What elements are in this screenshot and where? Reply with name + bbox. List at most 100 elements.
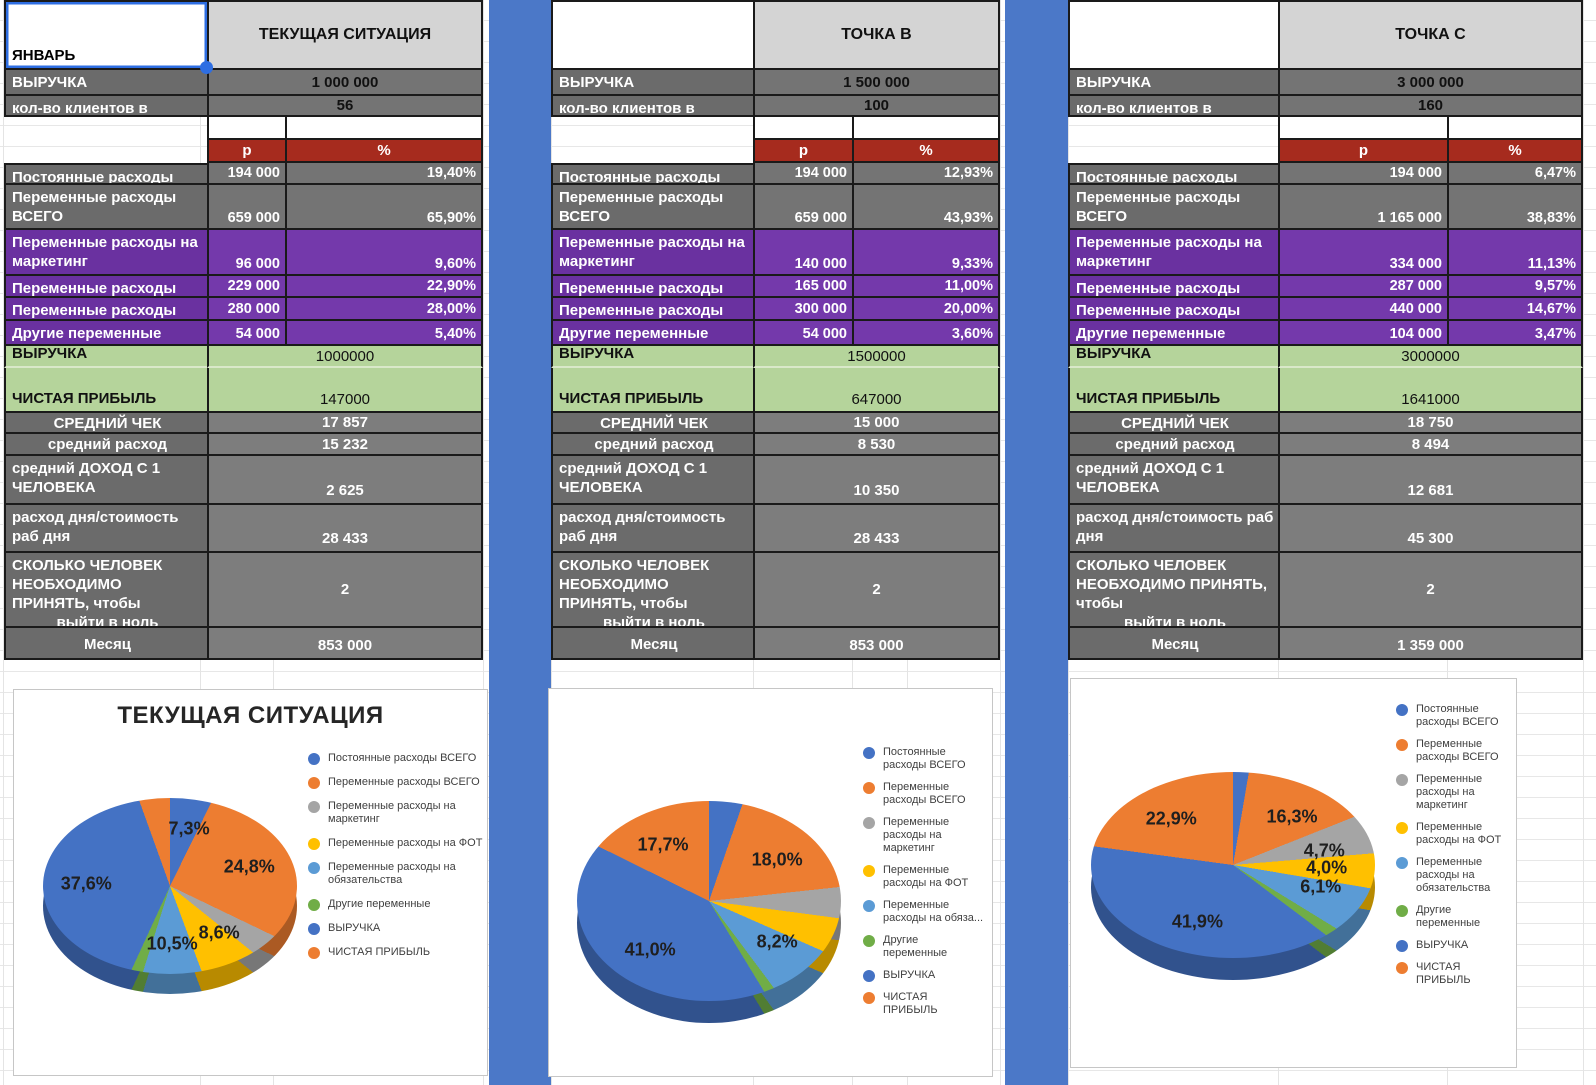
summary-label-cell[interactable]: средний ДОХОД С 1 ЧЕЛОВЕКА xyxy=(551,456,753,505)
expense-pct-cell[interactable]: 20,00% xyxy=(852,298,1000,321)
summary-label-cell[interactable]: Месяц xyxy=(551,628,753,660)
summary-value-cell[interactable]: 2 xyxy=(1278,553,1583,628)
revenue-label-cell[interactable]: ВЫРУЧКА xyxy=(1068,70,1278,96)
summary-label-cell[interactable]: СРЕДНИЙ ЧЕК xyxy=(4,413,207,434)
green-label-cell[interactable]: ЧИСТАЯ ПРИБЫЛЬ xyxy=(551,368,753,413)
empty-cell[interactable] xyxy=(4,140,207,163)
green-value-cell[interactable]: 1641000 xyxy=(1278,368,1583,413)
summary-label-cell[interactable]: СРЕДНИЙ ЧЕК xyxy=(551,413,753,434)
expense-rub-cell[interactable]: 140 000 xyxy=(753,230,852,276)
expense-pct-cell[interactable]: 3,47% xyxy=(1447,321,1583,346)
expense-pct-cell[interactable]: 28,00% xyxy=(285,298,483,321)
summary-label-cell[interactable]: средний расход xyxy=(4,434,207,456)
expense-rub-cell[interactable]: 229 000 xyxy=(207,276,285,298)
expense-pct-cell[interactable]: 22,90% xyxy=(285,276,483,298)
summary-value-cell[interactable]: 15 000 xyxy=(753,413,1000,434)
empty-pct-cell[interactable] xyxy=(285,117,483,140)
expense-pct-cell[interactable]: 43,93% xyxy=(852,185,1000,230)
expense-label-cell[interactable]: Другие переменные xyxy=(4,321,207,346)
green-value-cell[interactable]: 147000 xyxy=(207,368,483,413)
summary-label-cell[interactable]: расход дня/стоимость раб дня xyxy=(1068,505,1278,553)
table-title-cell[interactable]: ТЕКУЩАЯ СИТУАЦИЯ xyxy=(207,0,483,70)
empty-cell[interactable] xyxy=(551,140,753,163)
expense-rub-cell[interactable]: 194 000 xyxy=(1278,163,1447,185)
pct-header-cell[interactable]: % xyxy=(852,140,1000,163)
green-value-cell[interactable]: 647000 xyxy=(753,368,1000,413)
summary-label-cell[interactable]: средний ДОХОД С 1 ЧЕЛОВЕКА xyxy=(1068,456,1278,505)
legend-item[interactable]: Переменные расходы на маркетинг xyxy=(1396,773,1511,812)
legend-item[interactable]: ВЫРУЧКА xyxy=(1396,939,1511,952)
legend-item[interactable]: Переменные расходы на обяза... xyxy=(863,899,985,925)
expense-rub-cell[interactable]: 440 000 xyxy=(1278,298,1447,321)
separator-column-1[interactable] xyxy=(489,0,551,1085)
revenue-value-cell[interactable]: 3 000 000 xyxy=(1278,70,1583,96)
corner-cell[interactable] xyxy=(1068,0,1278,70)
expense-rub-cell[interactable]: 300 000 xyxy=(753,298,852,321)
legend-item[interactable]: Переменные расходы на ФОТ xyxy=(863,864,985,890)
expense-rub-cell[interactable]: 287 000 xyxy=(1278,276,1447,298)
revenue-label-cell[interactable]: ВЫРУЧКА xyxy=(4,70,207,96)
expense-rub-cell[interactable]: 54 000 xyxy=(207,321,285,346)
legend-item[interactable]: Другие переменные xyxy=(863,934,985,960)
summary-value-cell[interactable]: 1 359 000 xyxy=(1278,628,1583,660)
expense-rub-cell[interactable]: 194 000 xyxy=(207,163,285,185)
empty-cell[interactable] xyxy=(1068,140,1278,163)
expense-label-cell[interactable]: Другие переменные xyxy=(1068,321,1278,346)
empty-pct-cell[interactable] xyxy=(1447,117,1583,140)
pie-plot-area[interactable] xyxy=(1091,772,1375,958)
pie-chart[interactable]: 16,3% 4,7% 4,0% 6,1% 41,9% 22,9% Постоянные р… xyxy=(1070,678,1517,1068)
expense-pct-cell[interactable]: 11,00% xyxy=(852,276,1000,298)
expense-rub-cell[interactable]: 280 000 xyxy=(207,298,285,321)
summary-value-cell[interactable]: 8 494 xyxy=(1278,434,1583,456)
legend-item[interactable]: ЧИСТАЯ ПРИБЫЛЬ xyxy=(1396,961,1511,987)
summary-value-cell[interactable]: 15 232 xyxy=(207,434,483,456)
expense-label-cell[interactable]: Постоянные расходы xyxy=(1068,163,1278,185)
rub-header-cell[interactable]: р xyxy=(1278,140,1447,163)
expense-pct-cell[interactable]: 11,13% xyxy=(1447,230,1583,276)
green-value-cell[interactable]: 1500000 xyxy=(753,346,1000,368)
expense-label-cell[interactable]: Переменные расходы на маркетинг xyxy=(4,230,207,276)
expense-rub-cell[interactable]: 334 000 xyxy=(1278,230,1447,276)
corner-cell[interactable]: ЯНВАРЬ xyxy=(4,0,213,74)
expense-label-cell[interactable]: Постоянные расходы xyxy=(4,163,207,185)
summary-value-cell[interactable]: 45 300 xyxy=(1278,505,1583,553)
expense-pct-cell[interactable]: 12,93% xyxy=(852,163,1000,185)
empty-rub-cell[interactable] xyxy=(207,117,285,140)
expense-label-cell[interactable]: Переменные расходы xyxy=(4,276,207,298)
summary-label-cell[interactable]: СРЕДНИЙ ЧЕК xyxy=(1068,413,1278,434)
selection-handle[interactable] xyxy=(200,61,213,74)
green-label-cell[interactable]: ЧИСТАЯ ПРИБЫЛЬ xyxy=(1068,368,1278,413)
expense-pct-cell[interactable]: 9,57% xyxy=(1447,276,1583,298)
green-value-cell[interactable]: 3000000 xyxy=(1278,346,1583,368)
expense-rub-cell[interactable]: 659 000 xyxy=(207,185,285,230)
green-label-cell[interactable]: ВЫРУЧКА xyxy=(1068,346,1278,368)
summary-value-cell[interactable]: 2 xyxy=(753,553,1000,628)
expense-label-cell[interactable]: Переменные расходы на маркетинг xyxy=(1068,230,1278,276)
expense-label-cell[interactable]: Переменные расходы ВСЕГО xyxy=(551,185,753,230)
green-value-cell[interactable]: 1000000 xyxy=(207,346,483,368)
clients-label-cell[interactable]: кол-во клиентов в xyxy=(551,96,753,117)
summary-label-cell[interactable]: СКОЛЬКО ЧЕЛОВЕК НЕОБХОДИМО ПРИНЯТЬ, чтоб… xyxy=(4,553,207,628)
expense-rub-cell[interactable]: 1 165 000 xyxy=(1278,185,1447,230)
expense-pct-cell[interactable]: 19,40% xyxy=(285,163,483,185)
summary-value-cell[interactable]: 17 857 xyxy=(207,413,483,434)
summary-label-cell[interactable]: Месяц xyxy=(1068,628,1278,660)
legend-item[interactable]: ЧИСТАЯ ПРИБЫЛЬ xyxy=(308,946,483,959)
green-label-cell[interactable]: ЧИСТАЯ ПРИБЫЛЬ xyxy=(4,368,207,413)
summary-label-cell[interactable]: средний расход xyxy=(1068,434,1278,456)
summary-value-cell[interactable]: 28 433 xyxy=(207,505,483,553)
summary-value-cell[interactable]: 2 xyxy=(207,553,483,628)
legend-item[interactable]: Постоянные расходы ВСЕГО xyxy=(1396,703,1511,729)
table-title-cell[interactable]: ТОЧКА В xyxy=(753,0,1000,70)
expense-label-cell[interactable]: Переменные расходы ВСЕГО xyxy=(1068,185,1278,230)
pct-header-cell[interactable]: % xyxy=(1447,140,1583,163)
summary-value-cell[interactable]: 28 433 xyxy=(753,505,1000,553)
legend-item[interactable]: Другие переменные xyxy=(1396,904,1511,930)
legend-item[interactable]: Переменные расходы на ФОТ xyxy=(308,837,483,850)
expense-pct-cell[interactable]: 14,67% xyxy=(1447,298,1583,321)
summary-label-cell[interactable]: средний расход xyxy=(551,434,753,456)
expense-label-cell[interactable]: Переменные расходы xyxy=(1068,276,1278,298)
summary-value-cell[interactable]: 853 000 xyxy=(207,628,483,660)
summary-label-cell[interactable]: средний ДОХОД С 1 ЧЕЛОВЕКА xyxy=(4,456,207,505)
